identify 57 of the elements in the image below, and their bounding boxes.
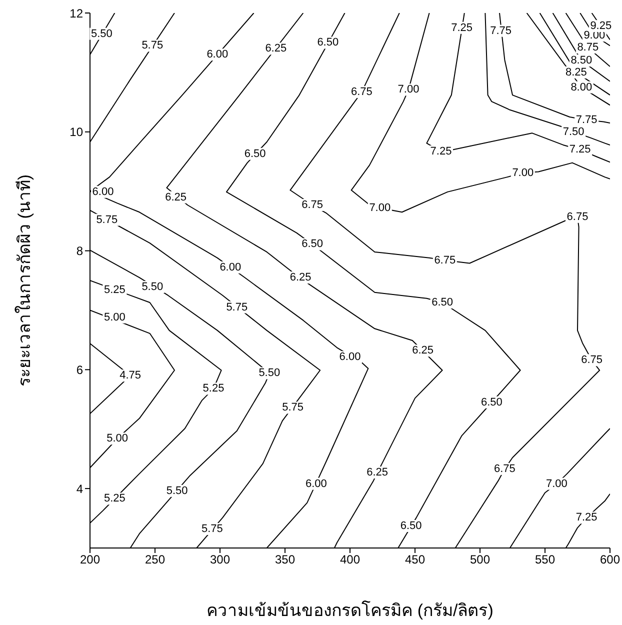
annotation: 5.00 [106,432,128,445]
x-tick-label: 250 [144,552,166,567]
annotation: 5.75 [226,301,248,314]
annotation: 5.00 [104,311,126,324]
annotation: 6.25 [165,191,187,204]
annotation: 6.25 [412,344,434,357]
x-tick-label: 300 [210,552,230,567]
y-tick-label: 10 [70,125,84,140]
x-tick-label: 200 [80,552,100,567]
annotation: 7.25 [451,22,473,34]
annotation: 6.50 [317,36,339,49]
annotation: 6.00 [220,261,242,274]
annotation: 6.00 [305,478,327,490]
annotation: 4.75 [120,370,142,382]
annotation: 5.75 [142,40,164,52]
annotation: 5.25 [104,284,126,296]
annotation: 6.50 [480,396,502,408]
y-tick-label: 8 [76,244,84,258]
annotation: 9.25 [590,20,612,32]
annotation: 6.25 [265,42,287,55]
line-series [350,13,610,214]
x-tick-label: 600 [600,552,620,567]
annotation: 7.00 [546,478,568,490]
annotation: 6.75 [581,354,603,366]
annotation: 6.75 [566,210,588,223]
annotation: 7.75 [490,24,512,37]
annotation: 5.50 [166,484,188,497]
annotation: 5.75 [96,214,118,226]
annotation: 5.25 [202,382,224,395]
x-tick-label: 350 [274,552,296,567]
x-tick-label: 500 [470,552,490,567]
line-series [426,13,610,163]
x-axis-title: ความเข้มข้นของกรดโครมิค (กรัม/ลิตร) [206,600,494,620]
annotation: 5.75 [201,522,223,535]
annotation: 6.25 [366,466,388,479]
x-tick-label: 400 [340,552,360,567]
annotation: 7.00 [398,84,420,96]
annotation: 5.50 [142,281,164,294]
annotation: 5.25 [104,492,126,505]
y-tick-label: 12 [70,6,84,20]
annotation: 6.00 [206,48,228,61]
annotation: 5.50 [90,28,112,40]
line-series [484,13,610,146]
annotation: 6.00 [92,186,114,198]
annotation: 6.50 [244,148,266,160]
x-tick-label: 550 [534,552,556,567]
x-tick-label: 450 [404,552,426,567]
annotation: 6.50 [400,520,422,532]
annotation: 6.75 [494,462,516,475]
annotation: 6.00 [339,351,361,364]
annotation: 5.50 [258,367,280,380]
y-tick-label: 6 [76,362,84,377]
annotation: 7.25 [576,512,598,524]
y-axis-title: ระยะเวลาในการกัดผิว (นาที) [14,174,34,387]
annotation: 5.75 [282,402,304,414]
y-tick-label: 4 [76,482,84,496]
annotation: 6.75 [350,86,372,98]
